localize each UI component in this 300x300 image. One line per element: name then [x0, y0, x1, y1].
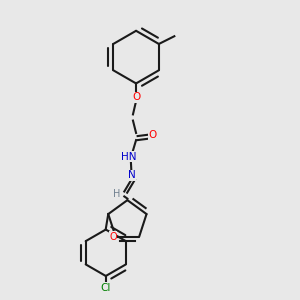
Text: Cl: Cl	[100, 283, 111, 293]
Text: O: O	[132, 92, 140, 102]
Text: N: N	[128, 170, 136, 180]
Text: O: O	[148, 130, 156, 140]
Text: O: O	[109, 232, 117, 242]
Text: HN: HN	[121, 152, 136, 162]
Text: H: H	[113, 189, 120, 199]
